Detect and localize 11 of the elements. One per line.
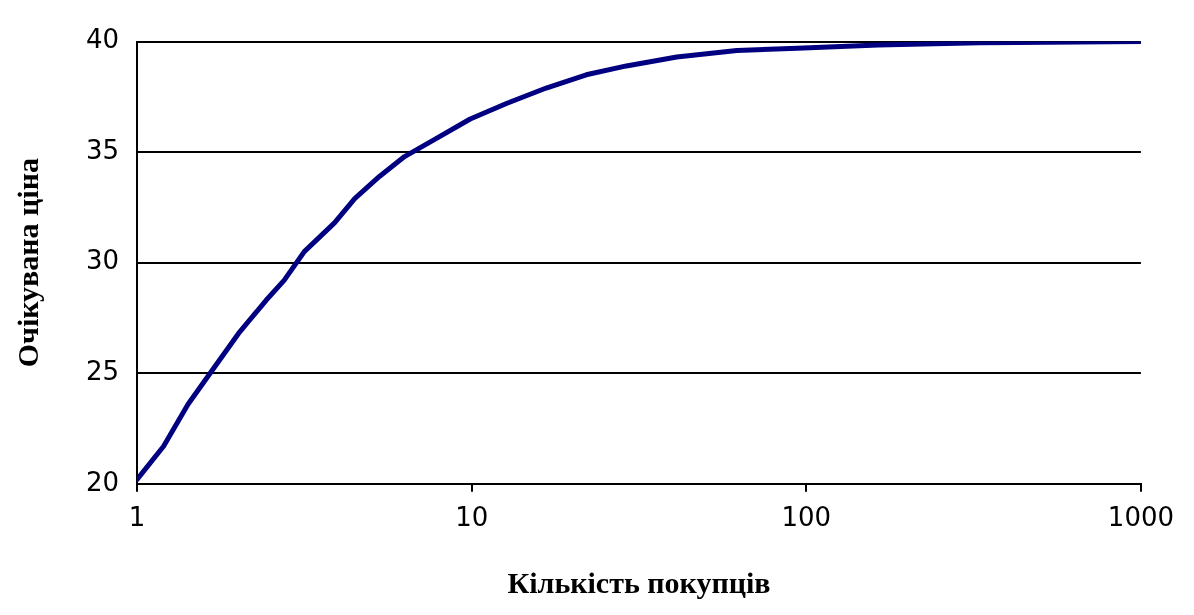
y-axis-title: Очікувана ціна	[10, 158, 44, 368]
x-tick-label: 100	[781, 502, 832, 533]
x-tick-label: 1000	[1107, 502, 1174, 533]
x-tick-label: 1	[128, 502, 146, 533]
y-tick-label: 35	[85, 134, 120, 165]
y-tick-label: 20	[85, 466, 120, 497]
y-tick-label: 40	[85, 24, 120, 55]
x-tick-label: 10	[455, 502, 489, 533]
y-tick-label: 30	[85, 245, 120, 276]
y-tick-label: 25	[85, 356, 120, 386]
x-axis-title: Кількість покупців	[507, 565, 771, 599]
